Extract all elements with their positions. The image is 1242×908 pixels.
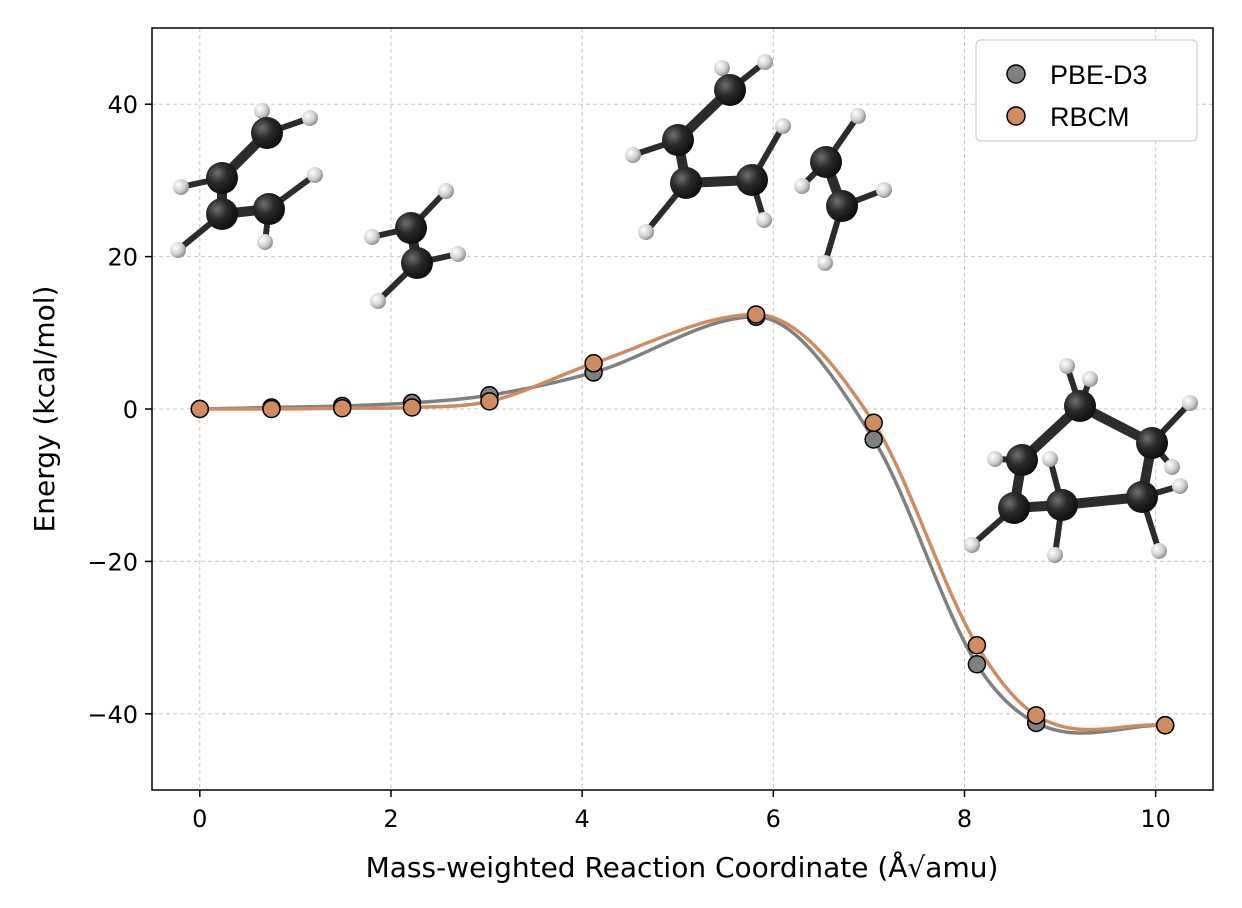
y-tick-label: 0 xyxy=(123,396,138,424)
carbon-atom xyxy=(714,74,746,106)
hydrogen-atom xyxy=(364,229,380,245)
legend-marker-rbcm xyxy=(1006,106,1026,126)
hydrogen-atom xyxy=(638,224,654,240)
data-point-rbcm xyxy=(190,399,210,419)
hydrogen-atom xyxy=(757,54,773,70)
data-point-rbcm xyxy=(332,398,352,418)
hydrogen-atom xyxy=(876,182,892,198)
molecule-cyclohexene-product xyxy=(964,358,1198,563)
x-tick-label: 8 xyxy=(957,805,972,833)
molecule-ethylene-left xyxy=(364,183,466,309)
series-lines xyxy=(199,312,1166,735)
hydrogen-atom xyxy=(302,110,318,126)
carbon-atom xyxy=(810,146,842,178)
y-axis-title: Energy (kcal/mol) xyxy=(28,286,61,533)
x-tick-label: 4 xyxy=(574,805,589,833)
x-tick-label: 2 xyxy=(383,805,398,833)
molecule-ethylene-ts xyxy=(794,108,892,271)
hydrogen-atom xyxy=(1164,459,1180,475)
legend-marker-pbe-d3 xyxy=(1006,64,1026,84)
legend-box xyxy=(975,39,1198,142)
hydrogen-atom xyxy=(257,234,273,250)
x-tick-label: 6 xyxy=(766,805,781,833)
hydrogen-atom xyxy=(775,118,791,134)
carbon-atom xyxy=(395,212,427,244)
y-tick-label: −20 xyxy=(87,548,138,576)
data-point-rbcm xyxy=(584,354,603,373)
carbon-atom xyxy=(401,247,433,279)
hydrogen-atom xyxy=(850,108,866,124)
data-point-pbe-d3 xyxy=(967,655,987,674)
hydrogen-atom xyxy=(438,183,454,199)
hydrogen-atom xyxy=(1047,547,1063,563)
hydrogen-atom xyxy=(817,255,833,271)
x-tick-label: 0 xyxy=(192,805,207,833)
x-axis-title: Mass-weighted Reaction Coordinate (Å√amu… xyxy=(366,850,999,884)
molecule-butadiene-ts xyxy=(625,54,791,240)
carbon-atom xyxy=(251,117,283,149)
hydrogen-atom xyxy=(1151,543,1167,559)
hydrogen-atom xyxy=(756,212,772,228)
carbon-atom xyxy=(1126,481,1158,513)
data-point-rbcm xyxy=(402,398,422,417)
hydrogen-atom xyxy=(173,179,189,195)
carbon-atom xyxy=(826,190,858,222)
hydrogen-atom xyxy=(170,242,186,258)
data-point-rbcm xyxy=(480,392,499,411)
data-point-rbcm xyxy=(262,399,281,419)
hydrogen-atom xyxy=(450,246,466,262)
axis-ticks: 0 2 4 6 8 10 −40 −20 0 20 40 xyxy=(87,91,1171,833)
carbon-atom xyxy=(253,193,285,225)
hydrogen-atom xyxy=(254,103,270,119)
carbon-atom xyxy=(998,492,1030,524)
y-tick-label: −40 xyxy=(87,701,138,729)
carbon-atom xyxy=(1136,427,1168,459)
hydrogen-atom xyxy=(625,147,641,163)
hydrogen-atom xyxy=(1182,395,1198,411)
data-point-rbcm xyxy=(1155,715,1175,735)
hydrogen-atom xyxy=(714,60,730,76)
hydrogen-atom xyxy=(1172,478,1188,494)
data-point-rbcm xyxy=(864,413,883,432)
y-tick-label: 40 xyxy=(107,91,138,119)
hydrogen-atom xyxy=(794,178,810,194)
data-point-rbcm xyxy=(967,635,987,655)
legend-label-pbe-d3: PBE-D3 xyxy=(1050,60,1148,90)
series-line-pbe-d3 xyxy=(199,315,1166,735)
series-points xyxy=(190,305,1175,735)
data-point-rbcm xyxy=(1026,706,1046,725)
hydrogen-atom xyxy=(1042,451,1058,467)
legend-label-rbcm: RBCM xyxy=(1050,102,1130,132)
hydrogen-atom xyxy=(987,451,1003,467)
hydrogen-atom xyxy=(370,293,386,309)
molecule-butadiene-left xyxy=(170,103,323,258)
hydrogen-atom xyxy=(964,537,980,553)
carbon-atom xyxy=(1046,489,1078,521)
carbon-atom xyxy=(1006,444,1038,476)
carbon-atom xyxy=(206,198,238,230)
hydrogen-atom xyxy=(1059,358,1075,374)
legend: PBE-D3 RBCM xyxy=(975,39,1198,142)
carbon-atom xyxy=(1064,390,1096,422)
carbon-atom xyxy=(206,162,238,194)
y-tick-label: 20 xyxy=(107,244,138,272)
data-point-pbe-d3 xyxy=(864,430,883,449)
carbon-atom xyxy=(670,167,702,199)
data-point-rbcm xyxy=(746,305,766,324)
carbon-atom xyxy=(662,124,694,156)
x-tick-label: 10 xyxy=(1140,805,1171,833)
hydrogen-atom xyxy=(307,167,323,183)
carbon-atom xyxy=(736,164,768,196)
hydrogen-atom xyxy=(1082,371,1098,387)
